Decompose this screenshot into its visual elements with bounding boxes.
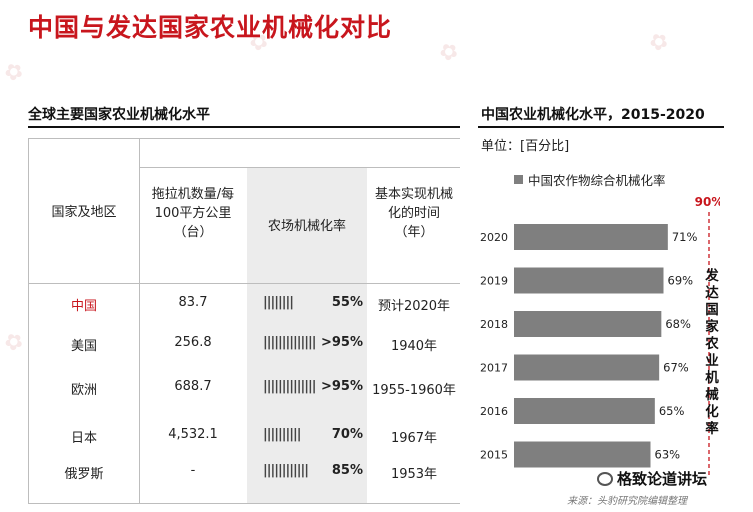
target-label: 90% xyxy=(695,195,720,209)
tractor-cell: 256.8 xyxy=(174,335,212,350)
rate-cell: 85% xyxy=(331,463,363,478)
side-label: 发达国家农业机械化率 xyxy=(704,268,720,438)
value-label: 65% xyxy=(659,404,685,418)
category-label: 2020 xyxy=(480,231,508,244)
value-label: 71% xyxy=(672,230,698,244)
watermark-logo: ✿ xyxy=(644,27,674,58)
legend-swatch xyxy=(514,175,523,184)
table-title: 全球主要国家农业机械化水平 xyxy=(28,107,210,123)
bar-2016 xyxy=(514,398,655,424)
mechanization-table: 国家及地区 拖拉机数量/每 100平方公里 （台） 农场机械化率 基本实现机械 … xyxy=(28,138,460,504)
region-cell: 俄罗斯 xyxy=(64,467,104,482)
category-label: 2018 xyxy=(480,318,508,331)
bar-2020 xyxy=(514,224,668,250)
side-label-char: 化 xyxy=(705,404,719,420)
header-tractor-line: 拖拉机数量/每 xyxy=(151,187,235,202)
year-cell: 1955-1960年 xyxy=(372,383,456,398)
side-label-char: 率 xyxy=(705,421,719,437)
page-title: 中国与发达国家农业机械化对比 xyxy=(28,13,393,42)
value-label: 67% xyxy=(663,361,689,375)
side-label-char: 家 xyxy=(705,319,719,335)
tractor-cell: 688.7 xyxy=(174,379,212,394)
unit-label: 单位：[百分比] xyxy=(481,139,570,154)
region-cell: 欧洲 xyxy=(70,383,97,398)
bar-2017 xyxy=(514,354,660,381)
rate-tick-marks: |||||||||| xyxy=(263,427,301,442)
rate-cell: >95% xyxy=(320,335,363,350)
table-title-rule xyxy=(28,126,460,128)
header-year-line: 基本实现机械 xyxy=(374,187,453,202)
header-year-line: 化的时间 xyxy=(387,206,440,221)
year-cell: 1967年 xyxy=(390,431,438,446)
chart-title-rule xyxy=(478,126,724,128)
divider xyxy=(139,167,460,168)
value-label: 63% xyxy=(655,448,681,462)
watermark-logo: ✿ xyxy=(0,57,29,88)
watermark-logo: ✿ xyxy=(0,327,29,358)
mechanization-bar-chart: 90% 2020 71% 2019 69% 2018 68% 2017 67% 2016 65% 20… xyxy=(480,195,720,477)
header-tractor-line: 100平方公里 xyxy=(154,206,232,221)
chart-title: 中国农业机械化水平，2015-2020 xyxy=(481,107,705,123)
rate-column-shade xyxy=(247,167,367,503)
divider xyxy=(29,283,460,284)
source-note: 来源：头豹研究院编辑整理 xyxy=(567,496,687,507)
side-label-char: 发 xyxy=(705,268,719,284)
category-label: 2016 xyxy=(480,405,508,418)
tractor-cell: 4,532.1 xyxy=(168,427,218,442)
region-cell: 中国 xyxy=(70,299,97,314)
rate-cell: 55% xyxy=(331,295,363,310)
wechat-icon xyxy=(597,471,613,486)
rate-tick-marks: |||||||||||||| xyxy=(263,335,316,350)
tractor-cell: - xyxy=(190,463,196,478)
year-cell: 1953年 xyxy=(390,467,438,482)
tractor-cell: 83.7 xyxy=(178,295,208,310)
header-year-line: （年） xyxy=(394,225,434,240)
badge-label: 格致论道讲坛 xyxy=(617,470,708,488)
category-label: 2019 xyxy=(480,275,508,288)
rate-cell: >95% xyxy=(320,379,363,394)
header-tractor-line: （台） xyxy=(173,225,213,240)
side-label-char: 国 xyxy=(705,302,719,318)
side-label-char: 机 xyxy=(705,370,719,386)
value-label: 68% xyxy=(665,317,691,331)
region-cell: 美国 xyxy=(70,339,97,354)
side-label-char: 达 xyxy=(705,285,719,301)
divider xyxy=(139,139,140,503)
category-label: 2015 xyxy=(480,449,508,462)
side-label-char: 业 xyxy=(705,353,719,369)
header-rate: 农场机械化率 xyxy=(267,219,346,234)
side-label-char: 农 xyxy=(705,336,719,352)
bar-2015 xyxy=(514,441,651,468)
bar-2018 xyxy=(514,311,662,337)
rate-tick-marks: |||||||| xyxy=(263,295,294,310)
category-label: 2017 xyxy=(480,362,508,375)
watermark-logo: ✿ xyxy=(434,37,464,68)
rate-tick-marks: |||||||||||||| xyxy=(263,379,316,394)
rate-cell: 70% xyxy=(331,427,363,442)
value-label: 69% xyxy=(668,274,694,288)
year-cell: 预计2020年 xyxy=(377,299,451,314)
rate-tick-marks: |||||||||||| xyxy=(263,463,309,478)
chart-legend: 中国农作物综合机械化率 xyxy=(514,170,666,189)
header-year: 基本实现机械 化的时间 （年） xyxy=(367,185,461,242)
region-cell: 日本 xyxy=(70,431,97,446)
bar-2019 xyxy=(514,267,664,294)
year-cell: 1940年 xyxy=(390,339,438,354)
wechat-badge: 格致论道讲坛 xyxy=(597,468,707,489)
legend-label: 中国农作物综合机械化率 xyxy=(528,173,666,188)
side-label-char: 械 xyxy=(705,387,719,403)
header-region: 国家及地区 xyxy=(51,205,117,220)
header-tractor: 拖拉机数量/每 100平方公里 （台） xyxy=(139,185,247,242)
